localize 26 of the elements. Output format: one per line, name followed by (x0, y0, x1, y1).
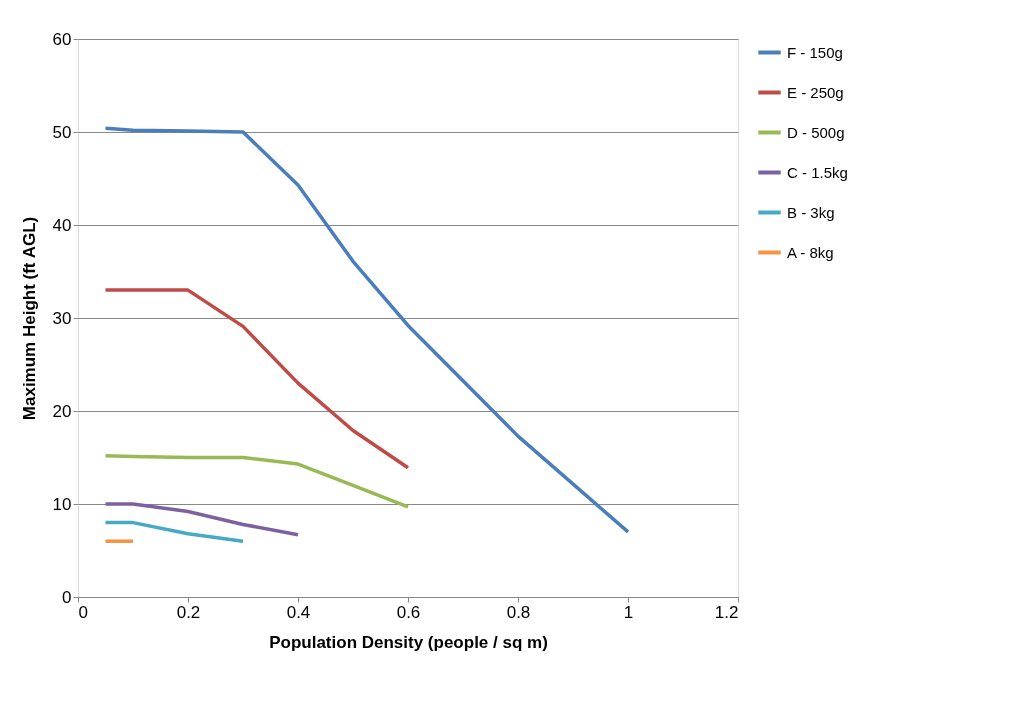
x-tick-label: 0 (78, 602, 88, 622)
legend-label: F - 150g (787, 43, 843, 61)
x-tick-label: 0.2 (176, 602, 201, 622)
y-tick-label: 40 (52, 215, 72, 235)
y-tick-label: 0 (62, 587, 72, 607)
x-tick-label: 0.4 (286, 602, 311, 622)
line-series (103, 288, 410, 470)
legend-label: C - 1.5kg (787, 163, 848, 181)
x-tick-label: 0.8 (506, 602, 531, 622)
x-axis-title: Population Density (people / sq m) (269, 632, 548, 652)
x-tick-label: 0.6 (396, 602, 421, 622)
line-series (103, 453, 410, 509)
y-tick-label: 20 (52, 401, 72, 421)
y-tick-label: 60 (52, 29, 72, 49)
legend-label: E - 250g (787, 83, 844, 101)
y-tick-label: 50 (52, 122, 72, 142)
x-tick-label: 1.2 (714, 602, 739, 622)
line-series (103, 126, 630, 534)
y-tick-label: 30 (52, 308, 72, 328)
legend-label: B - 3kg (787, 203, 835, 221)
line-series (103, 502, 300, 537)
legend-label: D - 500g (787, 123, 845, 141)
x-tick-label: 1 (623, 602, 634, 622)
y-tick-label: 10 (52, 494, 72, 514)
legend-label: A - 8kg (787, 243, 834, 261)
y-axis-title: Maximum Height (ft AGL) (19, 216, 39, 421)
